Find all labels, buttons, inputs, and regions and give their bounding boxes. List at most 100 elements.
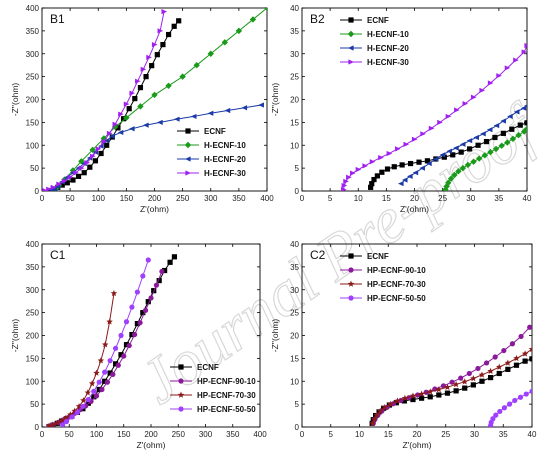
series-line: [48, 293, 115, 427]
data-point: [513, 354, 520, 362]
data-point: [376, 407, 384, 414]
y-axis-label: -Z''(ohm): [10, 83, 20, 117]
legend-marker: [178, 406, 184, 412]
data-point: [394, 397, 401, 404]
data-point: [154, 52, 160, 58]
data-point: [362, 163, 368, 169]
data-point: [452, 381, 460, 388]
x-tick-label: 35: [494, 194, 503, 203]
series-h-ecnf-20: [398, 104, 527, 187]
data-point: [143, 122, 149, 128]
data-point: [436, 392, 442, 398]
data-point: [118, 111, 124, 117]
y-tick-label: 5: [295, 164, 300, 173]
legend-label: H-ECNF-10: [367, 30, 409, 39]
legend-label: ECNF: [367, 16, 389, 25]
legend-item: ECNF: [340, 16, 389, 25]
legend-label: HP-ECNF-90-10: [367, 266, 426, 275]
legend-item: HP-ECNF-70-30: [340, 280, 426, 289]
legend-marker: [185, 170, 191, 176]
data-point: [515, 131, 522, 139]
data-point: [384, 166, 391, 172]
data-point: [527, 324, 532, 330]
legend-item: HP-ECNF-50-50: [340, 294, 426, 303]
data-point: [467, 146, 473, 152]
data-point: [106, 130, 113, 136]
x-tick-label: 200: [144, 430, 158, 439]
legend-marker: [348, 295, 354, 301]
data-point: [69, 414, 75, 420]
y-axis-label: -Z''(ohm): [10, 319, 20, 353]
legend-label: H-ECNF-20: [367, 44, 409, 53]
x-tick-label: 10: [354, 194, 363, 203]
data-point: [459, 141, 466, 147]
y-tick-label: 50: [30, 164, 39, 173]
data-point: [101, 341, 109, 348]
data-point: [137, 85, 144, 91]
data-point: [165, 31, 172, 38]
data-point: [518, 333, 524, 340]
x-tick-label: 5: [329, 430, 334, 439]
legend-item: H-ECNF-10: [177, 141, 246, 150]
data-point: [517, 122, 523, 128]
legend-marker: [348, 17, 354, 23]
data-point: [159, 268, 165, 275]
legend-marker: [185, 156, 191, 162]
x-tick-label: 300: [199, 430, 213, 439]
data-point: [410, 396, 416, 403]
data-point: [67, 174, 74, 180]
data-point: [487, 367, 494, 374]
data-point: [96, 386, 102, 393]
data-point: [470, 382, 476, 388]
y-tick-label: 25: [290, 309, 299, 318]
data-point: [174, 116, 180, 122]
data-point: [445, 113, 452, 120]
y-axis-label: -Z''(ohm): [270, 83, 280, 117]
legend-item: H-ECNF-20: [177, 155, 246, 164]
data-point: [432, 156, 439, 162]
data-point: [483, 138, 490, 145]
y-tick-label: 200: [26, 332, 40, 341]
x-tick-label: 25: [441, 430, 450, 439]
legend-item: H-ECNF-20: [340, 44, 409, 53]
y-tick-label: 350: [26, 263, 40, 272]
data-point: [373, 411, 380, 418]
x-tick-label: 0: [40, 430, 45, 439]
data-point: [401, 177, 408, 183]
data-point: [523, 391, 529, 397]
data-point: [96, 379, 102, 385]
data-point: [495, 363, 503, 370]
panel-label: C1: [50, 248, 66, 262]
x-tick-label: 20: [413, 430, 422, 439]
data-point: [58, 417, 65, 424]
data-point: [97, 357, 105, 364]
y-tick-label: 0: [295, 187, 300, 196]
data-point: [135, 78, 141, 84]
data-point: [369, 181, 375, 187]
data-point: [411, 136, 418, 142]
data-point: [84, 160, 90, 166]
x-tick-label: 50: [66, 194, 75, 203]
data-point: [157, 119, 163, 125]
data-point: [241, 105, 248, 111]
data-point: [207, 110, 214, 116]
data-point: [115, 362, 121, 368]
y-tick-label: 35: [290, 263, 299, 272]
data-point: [509, 341, 516, 347]
data-point: [110, 371, 116, 377]
data-point: [412, 170, 419, 176]
data-point: [151, 42, 158, 48]
data-point: [513, 57, 519, 63]
legend-label: HP-ECNF-70-30: [197, 391, 256, 400]
data-point: [458, 375, 464, 381]
data-point: [123, 319, 130, 325]
data-point: [492, 134, 498, 141]
data-point: [123, 342, 130, 348]
data-point: [121, 353, 127, 359]
data-point: [56, 181, 62, 187]
legend-marker: [184, 141, 192, 149]
legend-label: ECNF: [367, 252, 389, 261]
data-point: [123, 101, 130, 107]
legend-item: HP-ECNF-50-50: [170, 405, 256, 414]
data-point: [51, 186, 57, 191]
